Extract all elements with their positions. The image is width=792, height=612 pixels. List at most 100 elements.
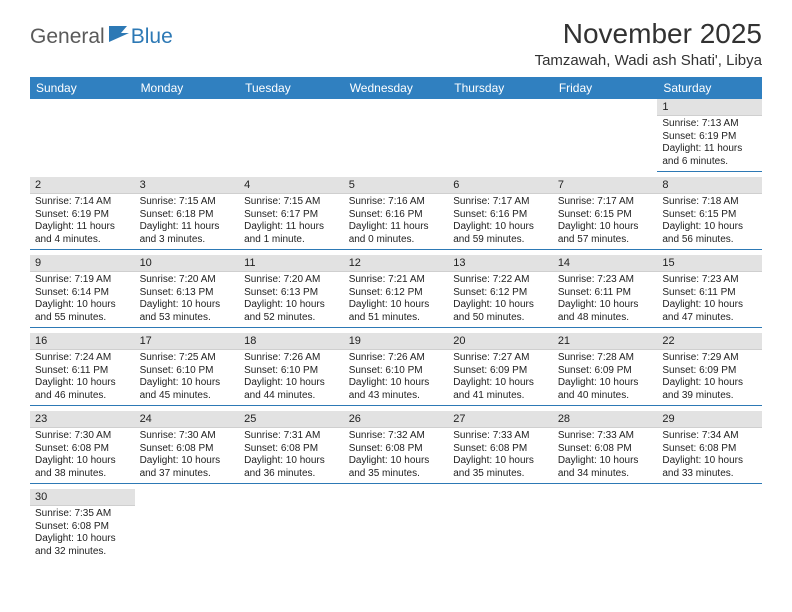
day-cell: 16Sunrise: 7:24 AMSunset: 6:11 PMDayligh… bbox=[30, 333, 135, 411]
day-number: 24 bbox=[135, 411, 240, 428]
day-cell: 30Sunrise: 7:35 AMSunset: 6:08 PMDayligh… bbox=[30, 489, 135, 567]
day-details: Sunrise: 7:21 AMSunset: 6:12 PMDaylight:… bbox=[344, 272, 449, 328]
daylight-text: Daylight: 10 hours and 32 minutes. bbox=[35, 533, 130, 558]
sunset-text: Sunset: 6:17 PM bbox=[244, 209, 339, 222]
day-details: Sunrise: 7:17 AMSunset: 6:15 PMDaylight:… bbox=[553, 194, 658, 250]
day-details: Sunrise: 7:15 AMSunset: 6:17 PMDaylight:… bbox=[239, 194, 344, 250]
sunrise-text: Sunrise: 7:17 AM bbox=[453, 196, 548, 209]
month-title: November 2025 bbox=[535, 18, 762, 50]
calendar-page: General Blue November 2025 Tamzawah, Wad… bbox=[0, 0, 792, 585]
day-header: Friday bbox=[553, 77, 658, 99]
daylight-text: Daylight: 10 hours and 43 minutes. bbox=[349, 377, 444, 402]
day-details: Sunrise: 7:25 AMSunset: 6:10 PMDaylight:… bbox=[135, 350, 240, 406]
sunrise-text: Sunrise: 7:24 AM bbox=[35, 352, 130, 365]
day-number: 25 bbox=[239, 411, 344, 428]
daylight-text: Daylight: 10 hours and 40 minutes. bbox=[558, 377, 653, 402]
day-number: 20 bbox=[448, 333, 553, 350]
day-number: 13 bbox=[448, 255, 553, 272]
daylight-text: Daylight: 10 hours and 55 minutes. bbox=[35, 299, 130, 324]
sunrise-text: Sunrise: 7:23 AM bbox=[558, 274, 653, 287]
sunset-text: Sunset: 6:08 PM bbox=[662, 443, 757, 456]
sunrise-text: Sunrise: 7:15 AM bbox=[140, 196, 235, 209]
title-block: November 2025 Tamzawah, Wadi ash Shati',… bbox=[535, 18, 762, 69]
day-number: 17 bbox=[135, 333, 240, 350]
sunrise-text: Sunrise: 7:16 AM bbox=[349, 196, 444, 209]
sunset-text: Sunset: 6:12 PM bbox=[453, 287, 548, 300]
day-cell bbox=[448, 99, 553, 177]
sunrise-text: Sunrise: 7:20 AM bbox=[244, 274, 339, 287]
day-details: Sunrise: 7:23 AMSunset: 6:11 PMDaylight:… bbox=[657, 272, 762, 328]
sunset-text: Sunset: 6:09 PM bbox=[558, 365, 653, 378]
sunrise-text: Sunrise: 7:28 AM bbox=[558, 352, 653, 365]
sunset-text: Sunset: 6:10 PM bbox=[140, 365, 235, 378]
week-row: 16Sunrise: 7:24 AMSunset: 6:11 PMDayligh… bbox=[30, 333, 762, 411]
sunset-text: Sunset: 6:08 PM bbox=[140, 443, 235, 456]
day-header: Saturday bbox=[657, 77, 762, 99]
day-details: Sunrise: 7:30 AMSunset: 6:08 PMDaylight:… bbox=[30, 428, 135, 484]
day-details: Sunrise: 7:23 AMSunset: 6:11 PMDaylight:… bbox=[553, 272, 658, 328]
daylight-text: Daylight: 10 hours and 45 minutes. bbox=[140, 377, 235, 402]
daylight-text: Daylight: 10 hours and 47 minutes. bbox=[662, 299, 757, 324]
daylight-text: Daylight: 10 hours and 59 minutes. bbox=[453, 221, 548, 246]
day-cell: 24Sunrise: 7:30 AMSunset: 6:08 PMDayligh… bbox=[135, 411, 240, 489]
week-row: 9Sunrise: 7:19 AMSunset: 6:14 PMDaylight… bbox=[30, 255, 762, 333]
sunset-text: Sunset: 6:16 PM bbox=[453, 209, 548, 222]
logo-text-general: General bbox=[30, 25, 105, 49]
sunrise-text: Sunrise: 7:26 AM bbox=[244, 352, 339, 365]
sunset-text: Sunset: 6:08 PM bbox=[349, 443, 444, 456]
sunrise-text: Sunrise: 7:32 AM bbox=[349, 430, 444, 443]
day-cell: 4Sunrise: 7:15 AMSunset: 6:17 PMDaylight… bbox=[239, 177, 344, 255]
daylight-text: Daylight: 10 hours and 41 minutes. bbox=[453, 377, 548, 402]
day-details: Sunrise: 7:26 AMSunset: 6:10 PMDaylight:… bbox=[344, 350, 449, 406]
daylight-text: Daylight: 11 hours and 1 minute. bbox=[244, 221, 339, 246]
day-details: Sunrise: 7:32 AMSunset: 6:08 PMDaylight:… bbox=[344, 428, 449, 484]
day-details: Sunrise: 7:22 AMSunset: 6:12 PMDaylight:… bbox=[448, 272, 553, 328]
daylight-text: Daylight: 10 hours and 44 minutes. bbox=[244, 377, 339, 402]
sunrise-text: Sunrise: 7:17 AM bbox=[558, 196, 653, 209]
sunset-text: Sunset: 6:08 PM bbox=[35, 521, 130, 534]
logo: General Blue bbox=[30, 24, 173, 49]
sunrise-text: Sunrise: 7:34 AM bbox=[662, 430, 757, 443]
sunrise-text: Sunrise: 7:19 AM bbox=[35, 274, 130, 287]
day-details: Sunrise: 7:26 AMSunset: 6:10 PMDaylight:… bbox=[239, 350, 344, 406]
day-number: 23 bbox=[30, 411, 135, 428]
sunset-text: Sunset: 6:09 PM bbox=[662, 365, 757, 378]
sunset-text: Sunset: 6:11 PM bbox=[558, 287, 653, 300]
day-cell: 26Sunrise: 7:32 AMSunset: 6:08 PMDayligh… bbox=[344, 411, 449, 489]
week-row: 1Sunrise: 7:13 AMSunset: 6:19 PMDaylight… bbox=[30, 99, 762, 177]
day-cell: 2Sunrise: 7:14 AMSunset: 6:19 PMDaylight… bbox=[30, 177, 135, 255]
day-number: 14 bbox=[553, 255, 658, 272]
day-number: 6 bbox=[448, 177, 553, 194]
flag-icon bbox=[107, 24, 131, 49]
day-number: 29 bbox=[657, 411, 762, 428]
day-header: Wednesday bbox=[344, 77, 449, 99]
daylight-text: Daylight: 10 hours and 48 minutes. bbox=[558, 299, 653, 324]
day-cell bbox=[344, 99, 449, 177]
daylight-text: Daylight: 10 hours and 52 minutes. bbox=[244, 299, 339, 324]
daylight-text: Daylight: 10 hours and 39 minutes. bbox=[662, 377, 757, 402]
day-details: Sunrise: 7:35 AMSunset: 6:08 PMDaylight:… bbox=[30, 506, 135, 561]
week-row: 23Sunrise: 7:30 AMSunset: 6:08 PMDayligh… bbox=[30, 411, 762, 489]
day-number: 26 bbox=[344, 411, 449, 428]
header: General Blue November 2025 Tamzawah, Wad… bbox=[30, 18, 762, 69]
day-cell bbox=[553, 99, 658, 177]
sunrise-text: Sunrise: 7:25 AM bbox=[140, 352, 235, 365]
day-cell: 18Sunrise: 7:26 AMSunset: 6:10 PMDayligh… bbox=[239, 333, 344, 411]
sunrise-text: Sunrise: 7:23 AM bbox=[662, 274, 757, 287]
sunset-text: Sunset: 6:13 PM bbox=[140, 287, 235, 300]
daylight-text: Daylight: 10 hours and 57 minutes. bbox=[558, 221, 653, 246]
day-cell: 22Sunrise: 7:29 AMSunset: 6:09 PMDayligh… bbox=[657, 333, 762, 411]
day-details: Sunrise: 7:29 AMSunset: 6:09 PMDaylight:… bbox=[657, 350, 762, 406]
day-header: Monday bbox=[135, 77, 240, 99]
day-cell: 17Sunrise: 7:25 AMSunset: 6:10 PMDayligh… bbox=[135, 333, 240, 411]
daylight-text: Daylight: 10 hours and 56 minutes. bbox=[662, 221, 757, 246]
sunset-text: Sunset: 6:15 PM bbox=[662, 209, 757, 222]
day-number: 28 bbox=[553, 411, 658, 428]
day-number: 3 bbox=[135, 177, 240, 194]
day-cell bbox=[657, 489, 762, 567]
day-details: Sunrise: 7:34 AMSunset: 6:08 PMDaylight:… bbox=[657, 428, 762, 484]
daylight-text: Daylight: 11 hours and 0 minutes. bbox=[349, 221, 444, 246]
day-details: Sunrise: 7:13 AMSunset: 6:19 PMDaylight:… bbox=[657, 116, 762, 172]
sunset-text: Sunset: 6:09 PM bbox=[453, 365, 548, 378]
daylight-text: Daylight: 10 hours and 38 minutes. bbox=[35, 455, 130, 480]
